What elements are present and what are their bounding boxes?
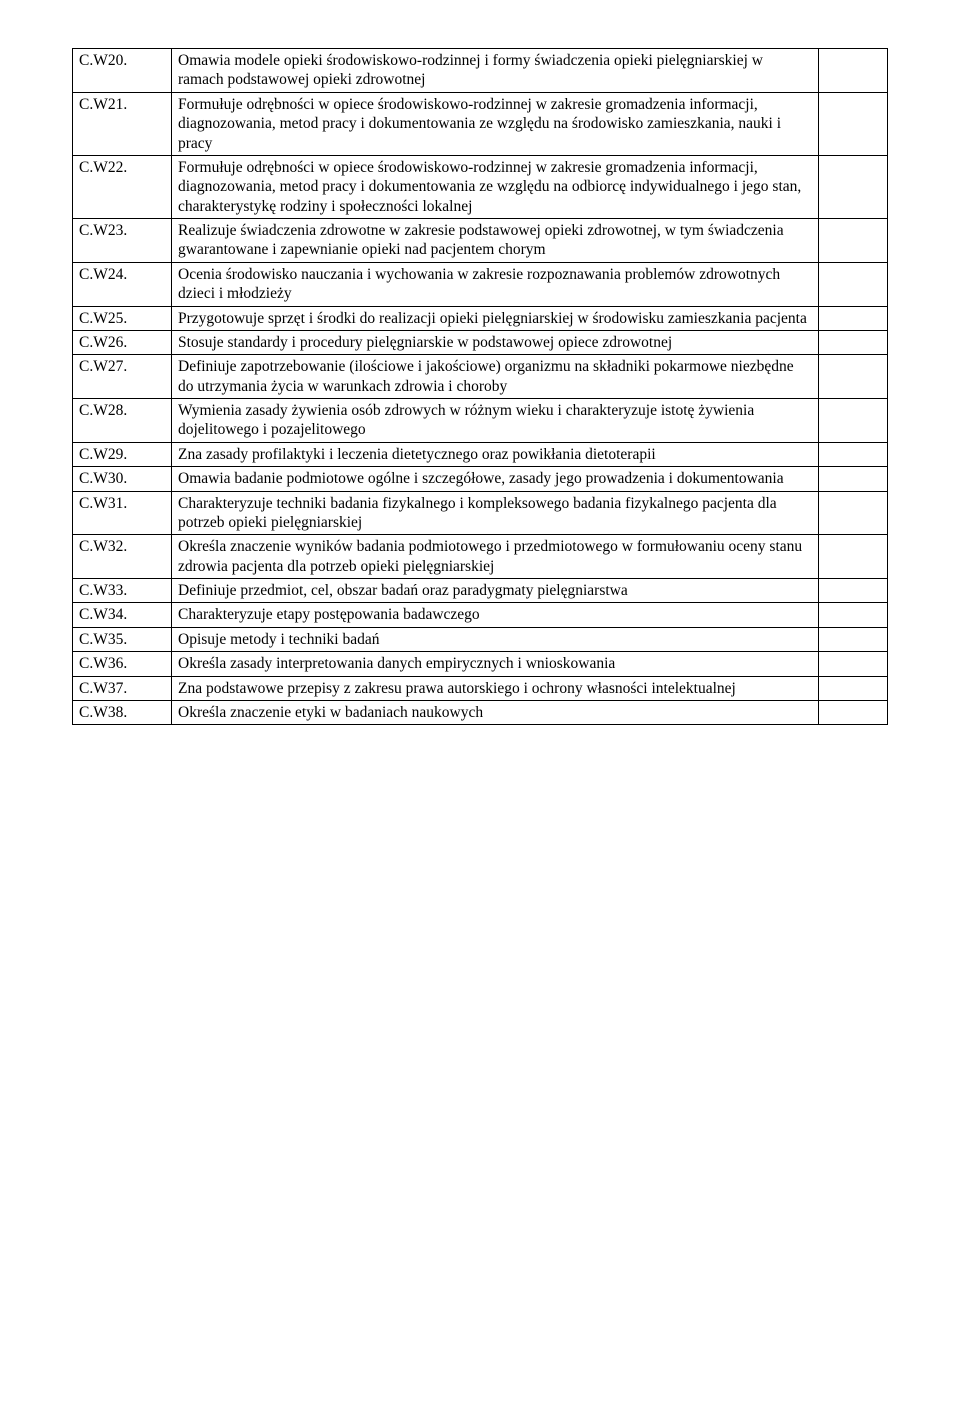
outcome-description: Formułuje odrębności w opiece środowisko… <box>172 155 819 218</box>
outcome-description: Stosuje standardy i procedury pielęgniar… <box>172 330 819 354</box>
table-row: C.W30.Omawia badanie podmiotowe ogólne i… <box>73 467 888 491</box>
outcome-description: Określa znaczenie etyki w badaniach nauk… <box>172 700 819 724</box>
outcome-blank-cell <box>819 535 888 579</box>
table-row: C.W32.Określa znaczenie wyników badania … <box>73 535 888 579</box>
table-row: C.W29.Zna zasady profilaktyki i leczenia… <box>73 442 888 466</box>
outcome-blank-cell <box>819 49 888 93</box>
outcome-code: C.W24. <box>73 262 172 306</box>
outcome-code: C.W38. <box>73 700 172 724</box>
outcome-code: C.W33. <box>73 579 172 603</box>
outcome-blank-cell <box>819 652 888 676</box>
outcome-code: C.W25. <box>73 306 172 330</box>
outcome-blank-cell <box>819 92 888 155</box>
outcome-code: C.W21. <box>73 92 172 155</box>
table-row: C.W37.Zna podstawowe przepisy z zakresu … <box>73 676 888 700</box>
outcome-blank-cell <box>819 155 888 218</box>
outcome-blank-cell <box>819 442 888 466</box>
outcome-description: Definiuje przedmiot, cel, obszar badań o… <box>172 579 819 603</box>
outcome-blank-cell <box>819 219 888 263</box>
table-row: C.W34.Charakteryzuje etapy postępowania … <box>73 603 888 627</box>
outcome-code: C.W27. <box>73 355 172 399</box>
table-row: C.W31.Charakteryzuje techniki badania fi… <box>73 491 888 535</box>
outcome-blank-cell <box>819 603 888 627</box>
table-row: C.W20.Omawia modele opieki środowiskowo-… <box>73 49 888 93</box>
outcome-code: C.W35. <box>73 627 172 651</box>
outcome-description: Charakteryzuje etapy postępowania badawc… <box>172 603 819 627</box>
outcome-blank-cell <box>819 491 888 535</box>
outcome-blank-cell <box>819 579 888 603</box>
outcome-description: Formułuje odrębności w opiece środowisko… <box>172 92 819 155</box>
outcome-blank-cell <box>819 330 888 354</box>
outcome-code: C.W31. <box>73 491 172 535</box>
outcome-blank-cell <box>819 676 888 700</box>
outcome-description: Omawia badanie podmiotowe ogólne i szcze… <box>172 467 819 491</box>
outcome-description: Określa znaczenie wyników badania podmio… <box>172 535 819 579</box>
outcome-code: C.W36. <box>73 652 172 676</box>
outcome-blank-cell <box>819 399 888 443</box>
outcome-description: Określa zasady interpretowania danych em… <box>172 652 819 676</box>
table-row: C.W25.Przygotowuje sprzęt i środki do re… <box>73 306 888 330</box>
outcome-description: Opisuje metody i techniki badań <box>172 627 819 651</box>
outcome-code: C.W30. <box>73 467 172 491</box>
table-row: C.W33.Definiuje przedmiot, cel, obszar b… <box>73 579 888 603</box>
table-row: C.W36.Określa zasady interpretowania dan… <box>73 652 888 676</box>
outcome-blank-cell <box>819 262 888 306</box>
table-row: C.W22.Formułuje odrębności w opiece środ… <box>73 155 888 218</box>
outcome-code: C.W26. <box>73 330 172 354</box>
outcome-description: Przygotowuje sprzęt i środki do realizac… <box>172 306 819 330</box>
outcome-description: Omawia modele opieki środowiskowo-rodzin… <box>172 49 819 93</box>
outcome-description: Zna podstawowe przepisy z zakresu prawa … <box>172 676 819 700</box>
outcome-description: Zna zasady profilaktyki i leczenia diete… <box>172 442 819 466</box>
document-page: C.W20.Omawia modele opieki środowiskowo-… <box>0 0 960 781</box>
outcome-description: Definiuje zapotrzebowanie (ilościowe i j… <box>172 355 819 399</box>
outcome-description: Charakteryzuje techniki badania fizykaln… <box>172 491 819 535</box>
outcome-code: C.W37. <box>73 676 172 700</box>
outcomes-table-body: C.W20.Omawia modele opieki środowiskowo-… <box>73 49 888 725</box>
outcome-blank-cell <box>819 306 888 330</box>
outcome-code: C.W29. <box>73 442 172 466</box>
table-row: C.W21.Formułuje odrębności w opiece środ… <box>73 92 888 155</box>
outcome-description: Realizuje świadczenia zdrowotne w zakres… <box>172 219 819 263</box>
table-row: C.W24.Ocenia środowisko nauczania i wych… <box>73 262 888 306</box>
outcome-description: Ocenia środowisko nauczania i wychowania… <box>172 262 819 306</box>
table-row: C.W38.Określa znaczenie etyki w badaniac… <box>73 700 888 724</box>
table-row: C.W27.Definiuje zapotrzebowanie (ilościo… <box>73 355 888 399</box>
outcome-code: C.W23. <box>73 219 172 263</box>
outcome-blank-cell <box>819 355 888 399</box>
outcome-code: C.W20. <box>73 49 172 93</box>
outcome-blank-cell <box>819 467 888 491</box>
table-row: C.W26.Stosuje standardy i procedury piel… <box>73 330 888 354</box>
outcome-blank-cell <box>819 700 888 724</box>
outcome-blank-cell <box>819 627 888 651</box>
outcome-code: C.W34. <box>73 603 172 627</box>
outcome-code: C.W32. <box>73 535 172 579</box>
table-row: C.W28.Wymienia zasady żywienia osób zdro… <box>73 399 888 443</box>
outcomes-table: C.W20.Omawia modele opieki środowiskowo-… <box>72 48 888 725</box>
outcome-code: C.W22. <box>73 155 172 218</box>
outcome-description: Wymienia zasady żywienia osób zdrowych w… <box>172 399 819 443</box>
table-row: C.W35.Opisuje metody i techniki badań <box>73 627 888 651</box>
table-row: C.W23.Realizuje świadczenia zdrowotne w … <box>73 219 888 263</box>
outcome-code: C.W28. <box>73 399 172 443</box>
